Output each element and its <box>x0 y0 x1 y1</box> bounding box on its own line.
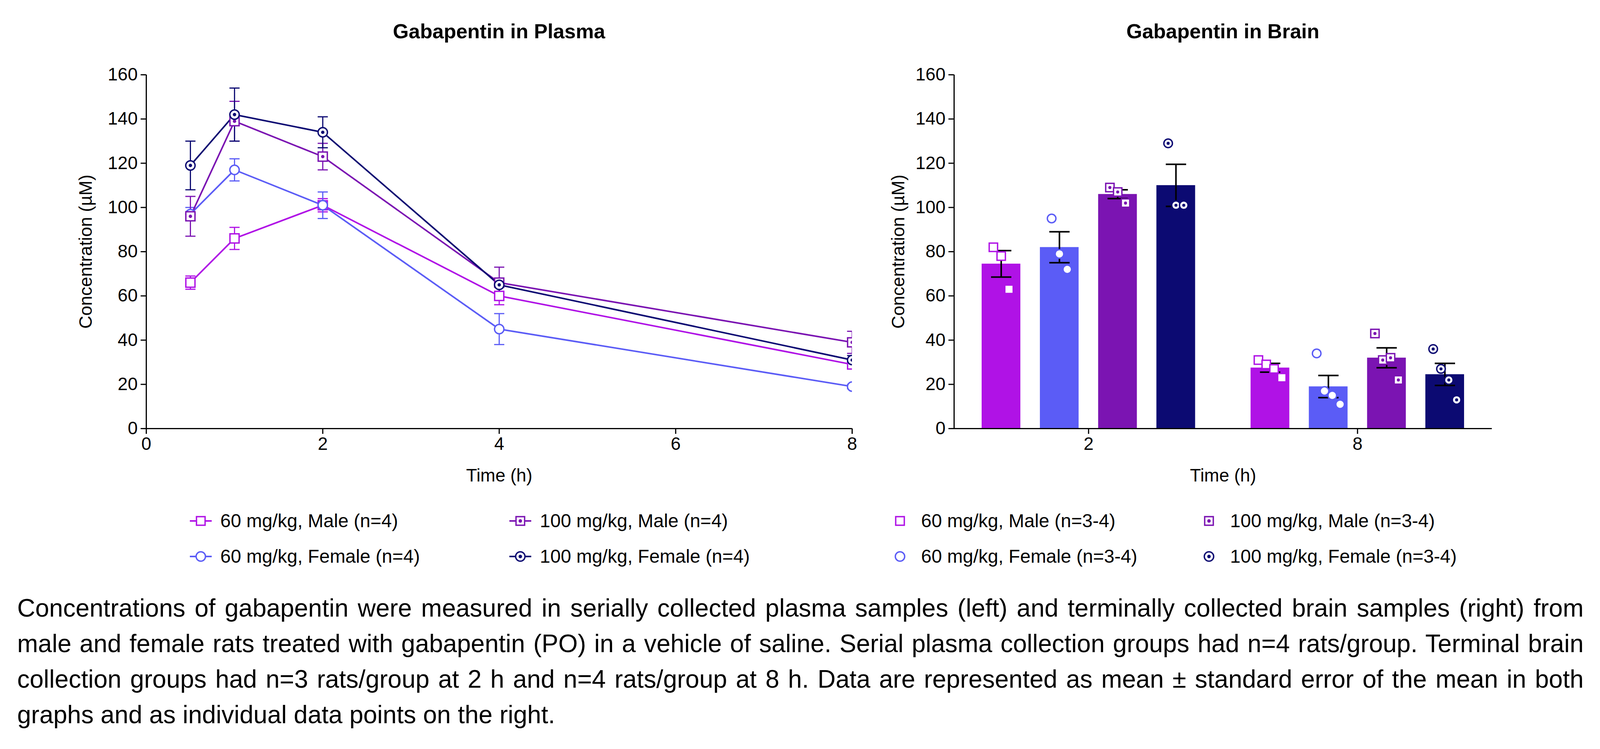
svg-text:160: 160 <box>107 64 138 85</box>
svg-text:8: 8 <box>847 433 858 454</box>
svg-text:40: 40 <box>117 329 138 350</box>
html-text:60 mg/kg, Male (n=4): 60 mg/kg, Male (n=4) <box>220 510 399 532</box>
svg-text:2: 2 <box>317 433 328 454</box>
svg-text:120: 120 <box>107 152 138 174</box>
html-text:100 mg/kg, Male (n=4): 100 mg/kg, Male (n=4) <box>539 510 728 532</box>
svg-text:60: 60 <box>925 285 946 306</box>
svg-text:6: 6 <box>670 433 681 454</box>
svg-text:2: 2 <box>1083 433 1094 454</box>
svg-text:160: 160 <box>915 64 946 85</box>
html-text:100 mg/kg, Male (n=3-4): 100 mg/kg, Male (n=3-4) <box>1230 510 1435 532</box>
svg-text:100: 100 <box>915 196 946 218</box>
svg-text:140: 140 <box>107 108 138 129</box>
svg-text:0: 0 <box>141 433 152 454</box>
html-text:60 mg/kg, Male (n=3-4): 60 mg/kg, Male (n=3-4) <box>921 510 1116 532</box>
html-text:60 mg/kg, Female (n=4): 60 mg/kg, Female (n=4) <box>220 546 420 567</box>
svg-text:0: 0 <box>127 417 138 439</box>
svg-text:40: 40 <box>925 329 946 350</box>
html-text:100 mg/kg, Female (n=3-4): 100 mg/kg, Female (n=3-4) <box>1230 546 1457 567</box>
svg-text:4: 4 <box>494 433 505 454</box>
svg-text:20: 20 <box>117 373 138 395</box>
svg-text:Concentration (µM): Concentration (µM) <box>887 174 909 329</box>
html-text:60 mg/kg, Female (n=3-4): 60 mg/kg, Female (n=3-4) <box>921 546 1138 567</box>
svg-text:8: 8 <box>1352 433 1363 454</box>
svg-text:Time (h): Time (h) <box>466 465 533 486</box>
svg-text:Time (h): Time (h) <box>1189 465 1257 486</box>
html-text:Gabapentin in Plasma: Gabapentin in Plasma <box>392 19 606 43</box>
svg-text:120: 120 <box>915 152 946 174</box>
svg-text:100: 100 <box>107 196 138 218</box>
html-text:100 mg/kg, Female (n=4): 100 mg/kg, Female (n=4) <box>539 546 750 567</box>
svg-text:60: 60 <box>117 285 138 306</box>
svg-text:140: 140 <box>915 108 946 129</box>
html-text:Gabapentin in Brain: Gabapentin in Brain <box>1126 19 1320 43</box>
svg-text:20: 20 <box>925 373 946 395</box>
svg-text:0: 0 <box>935 417 946 439</box>
svg-text:Concentration (µM): Concentration (µM) <box>75 174 96 329</box>
svg-text:80: 80 <box>117 241 138 262</box>
svg-text:80: 80 <box>925 241 946 262</box>
html-text:Concentrations of gabapentin w: Concentrations of gabapentin were measur… <box>17 594 1584 729</box>
